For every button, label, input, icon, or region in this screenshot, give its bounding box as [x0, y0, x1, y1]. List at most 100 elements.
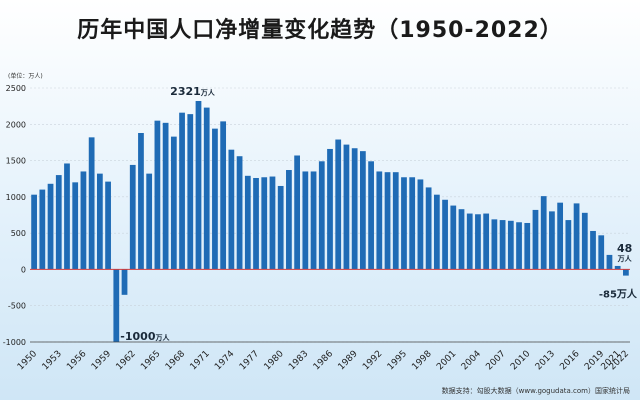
bar-1978 [261, 177, 268, 270]
source-note: 数据支持：勾股大数据（www.gogudata.com）国家统计局 [441, 387, 630, 395]
x-tick-label: 1974 [213, 349, 236, 372]
bar-2015 [565, 220, 572, 270]
bar-1953 [55, 175, 62, 270]
y-tick-label: -1000 [3, 338, 26, 347]
x-tick-label: 1992 [361, 349, 384, 372]
x-tick-label: 1977 [238, 349, 261, 372]
bar-1955 [72, 182, 79, 270]
bar-2003 [466, 213, 473, 270]
x-axis: 1950 1953 1956 1959 1962 1965 1968 1971 1974 1977… [16, 341, 631, 372]
bar-1989 [351, 148, 358, 270]
bar-2021 [614, 265, 621, 270]
bar-1983 [302, 171, 309, 270]
bar-1977 [253, 177, 259, 270]
y-axis: -1000 -500 0 500 1000 1500 2000 2500 [3, 84, 26, 347]
bar-2013 [549, 211, 555, 270]
bar-2017 [581, 212, 588, 270]
x-tick-label: 2013 [534, 349, 557, 372]
bar-2011 [532, 209, 539, 270]
bar-1997 [417, 179, 424, 270]
bar-1998 [425, 187, 432, 270]
bar-1990 [360, 151, 366, 270]
bar-2012 [540, 196, 547, 270]
bar-2018 [590, 230, 596, 270]
bar-1968 [179, 112, 185, 270]
bar-1994 [392, 172, 399, 270]
bar-1993 [384, 172, 391, 270]
bar-1979 [269, 176, 276, 270]
bar-1987 [335, 139, 342, 270]
bar-1956 [80, 171, 87, 270]
bar-1991 [368, 161, 374, 270]
bar-2014 [557, 202, 564, 270]
x-tick-label: 1959 [90, 349, 113, 372]
bars [31, 100, 629, 342]
x-tick-label: 1980 [263, 349, 286, 372]
bar-2020 [606, 254, 613, 270]
y-tick-label: -500 [8, 302, 26, 311]
bar-1992 [376, 171, 383, 270]
bar-1959 [105, 181, 111, 270]
bar-1995 [401, 177, 407, 270]
x-tick-label: 1956 [65, 349, 88, 372]
annotation-2021: 48 [617, 242, 632, 255]
bar-1972 [212, 128, 218, 270]
bar-2001 [450, 205, 457, 270]
bar-1967 [170, 136, 177, 270]
x-tick-label: 1971 [189, 349, 212, 372]
x-tick-label: 2007 [484, 349, 507, 372]
x-tick-label: 2010 [509, 349, 532, 372]
bar-1954 [64, 163, 70, 270]
bar-1976 [244, 175, 251, 270]
bar-1957 [88, 137, 95, 270]
bar-2009 [516, 222, 522, 270]
bar-1950 [31, 194, 37, 270]
bar-2002 [458, 209, 465, 270]
y-tick-label: 2000 [6, 120, 26, 129]
bar-1969 [187, 114, 194, 270]
y-tick-label: 1500 [6, 157, 26, 166]
bar-1971 [203, 107, 210, 270]
bar-1981 [286, 170, 292, 270]
y-tick-label: 0 [21, 265, 26, 274]
bar-1960 [113, 269, 120, 342]
bar-1985 [318, 161, 325, 270]
bar-1974 [228, 149, 235, 270]
bar-1970 [195, 100, 202, 270]
x-tick-label: 1953 [41, 349, 64, 372]
bar-1951 [39, 189, 46, 270]
x-tick-label: 1989 [337, 349, 360, 372]
bar-1965 [154, 120, 161, 270]
x-tick-label: 1968 [164, 349, 187, 372]
bar-1963 [138, 132, 144, 270]
x-tick-label: 1962 [115, 349, 138, 372]
x-tick-label: 2004 [460, 349, 483, 372]
bar-1966 [162, 122, 169, 270]
x-tick-label: 1965 [139, 349, 162, 372]
annotation-unit-1960: 万人 [154, 333, 170, 342]
bar-2010 [524, 222, 531, 270]
bar-2006 [491, 219, 498, 270]
bar-2008 [507, 220, 514, 270]
bar-1986 [327, 148, 333, 270]
bar-1958 [96, 173, 103, 270]
bar-2005 [483, 213, 490, 270]
annotation-unit-1970: 万人 [200, 88, 216, 97]
bar-1973 [220, 121, 227, 270]
annotation-1970: 2321万人 [170, 85, 216, 98]
bar-1996 [409, 177, 416, 270]
y-tick-label: 500 [11, 229, 26, 238]
bar-2022 [623, 269, 629, 276]
x-tick-label: 1950 [16, 349, 39, 372]
annotation-unit-2021: 万人 [617, 254, 633, 263]
bar-1962 [129, 164, 136, 270]
bar-1975 [236, 156, 243, 270]
x-tick-label: 2016 [558, 349, 581, 372]
chart-title: 历年中国人口净增量变化趋势（1950-2022） [77, 18, 563, 43]
bar-1952 [47, 183, 54, 270]
bar-2000 [442, 199, 448, 270]
bar-1980 [277, 185, 284, 270]
x-tick-label: 1986 [312, 349, 335, 372]
